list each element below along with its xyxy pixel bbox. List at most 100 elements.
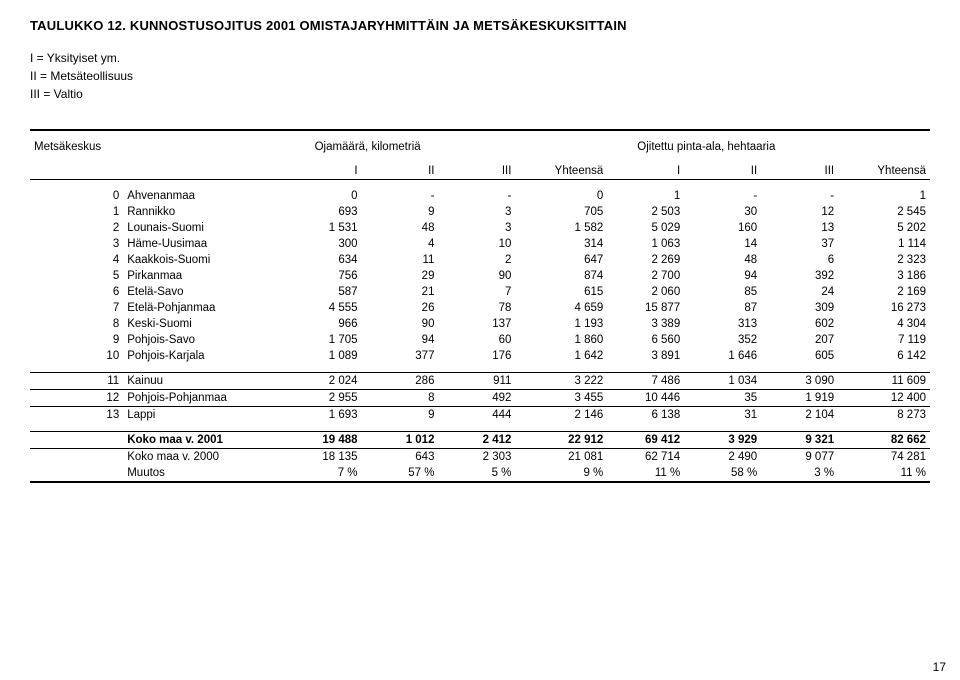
row-region: Etelä-Savo [123,284,284,300]
header-group-1: Ojamäärä, kilometriä [285,139,608,155]
cell-value: 6 142 [838,348,930,364]
cell-value: 11 [362,252,439,268]
cell-value: 1 860 [515,332,607,348]
cell-value: 2 [438,252,515,268]
cell-value: 1 705 [285,332,362,348]
row-region: Pohjois-Pohjanmaa [123,390,284,407]
cell-value: 1 063 [607,236,684,252]
row-index: 1 [30,204,123,220]
cell-value: 2 060 [607,284,684,300]
cell-value: 587 [285,284,362,300]
cell-value: 31 [684,407,761,424]
cell-value: 6 138 [607,407,684,424]
cell-value: 8 273 [838,407,930,424]
cell-value: 3 222 [515,373,607,390]
cell-value: 26 [362,300,439,316]
cell-value: 1 089 [285,348,362,364]
row-region: Etelä-Pohjanmaa [123,300,284,316]
cell-value: 94 [684,268,761,284]
cell-value: 444 [438,407,515,424]
col-II-b: II [684,163,761,180]
cell-value: 3 891 [607,348,684,364]
cell-value: 160 [684,220,761,236]
cell-value: 3 [438,204,515,220]
cell-value: 48 [684,252,761,268]
cell-value: 3 090 [761,373,838,390]
col-III-b: III [761,163,838,180]
cell-value: 60 [438,332,515,348]
cell-value: 2 955 [285,390,362,407]
row-index: 2 [30,220,123,236]
cell-value: 0 [285,188,362,204]
header-left: Metsäkeskus [30,139,123,155]
cell-value: 85 [684,284,761,300]
cell-value: 11 609 [838,373,930,390]
cell-value: 874 [515,268,607,284]
table-row: 6Etelä-Savo5872176152 06085242 169 [30,284,930,300]
cell-value: 1 693 [285,407,362,424]
cell-value: 966 [285,316,362,332]
cell-value: 605 [761,348,838,364]
row-region: Kaakkois-Suomi [123,252,284,268]
cell-value: 21 [362,284,439,300]
summary-row: Muutos7 %57 %5 %9 %11 %58 %3 %11 % [30,465,930,482]
cell-value: 2 104 [761,407,838,424]
cell-value: 90 [362,316,439,332]
cell-value: 87 [684,300,761,316]
table-row: 2Lounais-Suomi1 5314831 5825 029160135 2… [30,220,930,236]
cell-value: 1 919 [761,390,838,407]
col-total-b: Yhteensä [838,163,930,180]
table-row: 0Ahvenanmaa0--01--1 [30,188,930,204]
cell-value: 4 659 [515,300,607,316]
table-row: 10Pohjois-Karjala1 0893771761 6423 8911 … [30,348,930,364]
row-region: Häme-Uusimaa [123,236,284,252]
cell-value: 9 [362,204,439,220]
cell-value: 137 [438,316,515,332]
row-region: Kainuu [123,373,284,390]
cell-value: 90 [438,268,515,284]
summary-label: Koko maa v. 2001 [123,432,284,449]
cell-value: 693 [285,204,362,220]
cell-value: 3 [438,220,515,236]
cell-value: 35 [684,390,761,407]
row-index: 6 [30,284,123,300]
table-row: 9Pohjois-Savo1 70594601 8606 5603522077 … [30,332,930,348]
cell-value: 1 531 [285,220,362,236]
cell-value: 1 642 [515,348,607,364]
cell-value: 10 [438,236,515,252]
cell-value: 13 [761,220,838,236]
row-region: Rannikko [123,204,284,220]
cell-value: 2 323 [838,252,930,268]
table-row: 7Etelä-Pohjanmaa4 55526784 65915 8778730… [30,300,930,316]
header-group-2: Ojitettu pinta-ala, hehtaaria [607,139,930,155]
cell-value: 0 [515,188,607,204]
cell-value: 1 034 [684,373,761,390]
cell-value: 2 269 [607,252,684,268]
row-index: 0 [30,188,123,204]
cell-value: 30 [684,204,761,220]
col-III-a: III [438,163,515,180]
cell-value: 634 [285,252,362,268]
row-index: 3 [30,236,123,252]
cell-value: 78 [438,300,515,316]
col-I-a: I [285,163,362,180]
legend-line-3: III = Valtio [30,85,930,103]
cell-value: 1 646 [684,348,761,364]
cell-value: 392 [761,268,838,284]
data-table: Metsäkeskus Ojamäärä, kilometriä Ojitett… [30,129,930,483]
cell-value: 24 [761,284,838,300]
row-region: Lappi [123,407,284,424]
cell-value: 300 [285,236,362,252]
cell-value: 15 877 [607,300,684,316]
table-row: 12Pohjois-Pohjanmaa2 95584923 45510 4463… [30,390,930,407]
cell-value: 2 503 [607,204,684,220]
cell-value: 2 545 [838,204,930,220]
cell-value: 176 [438,348,515,364]
cell-value: 16 273 [838,300,930,316]
table-row: 13Lappi1 69394442 1466 138312 1048 273 [30,407,930,424]
col-total-a: Yhteensä [515,163,607,180]
cell-value: 377 [362,348,439,364]
cell-value: 4 555 [285,300,362,316]
cell-value: 1 193 [515,316,607,332]
cell-value: 602 [761,316,838,332]
